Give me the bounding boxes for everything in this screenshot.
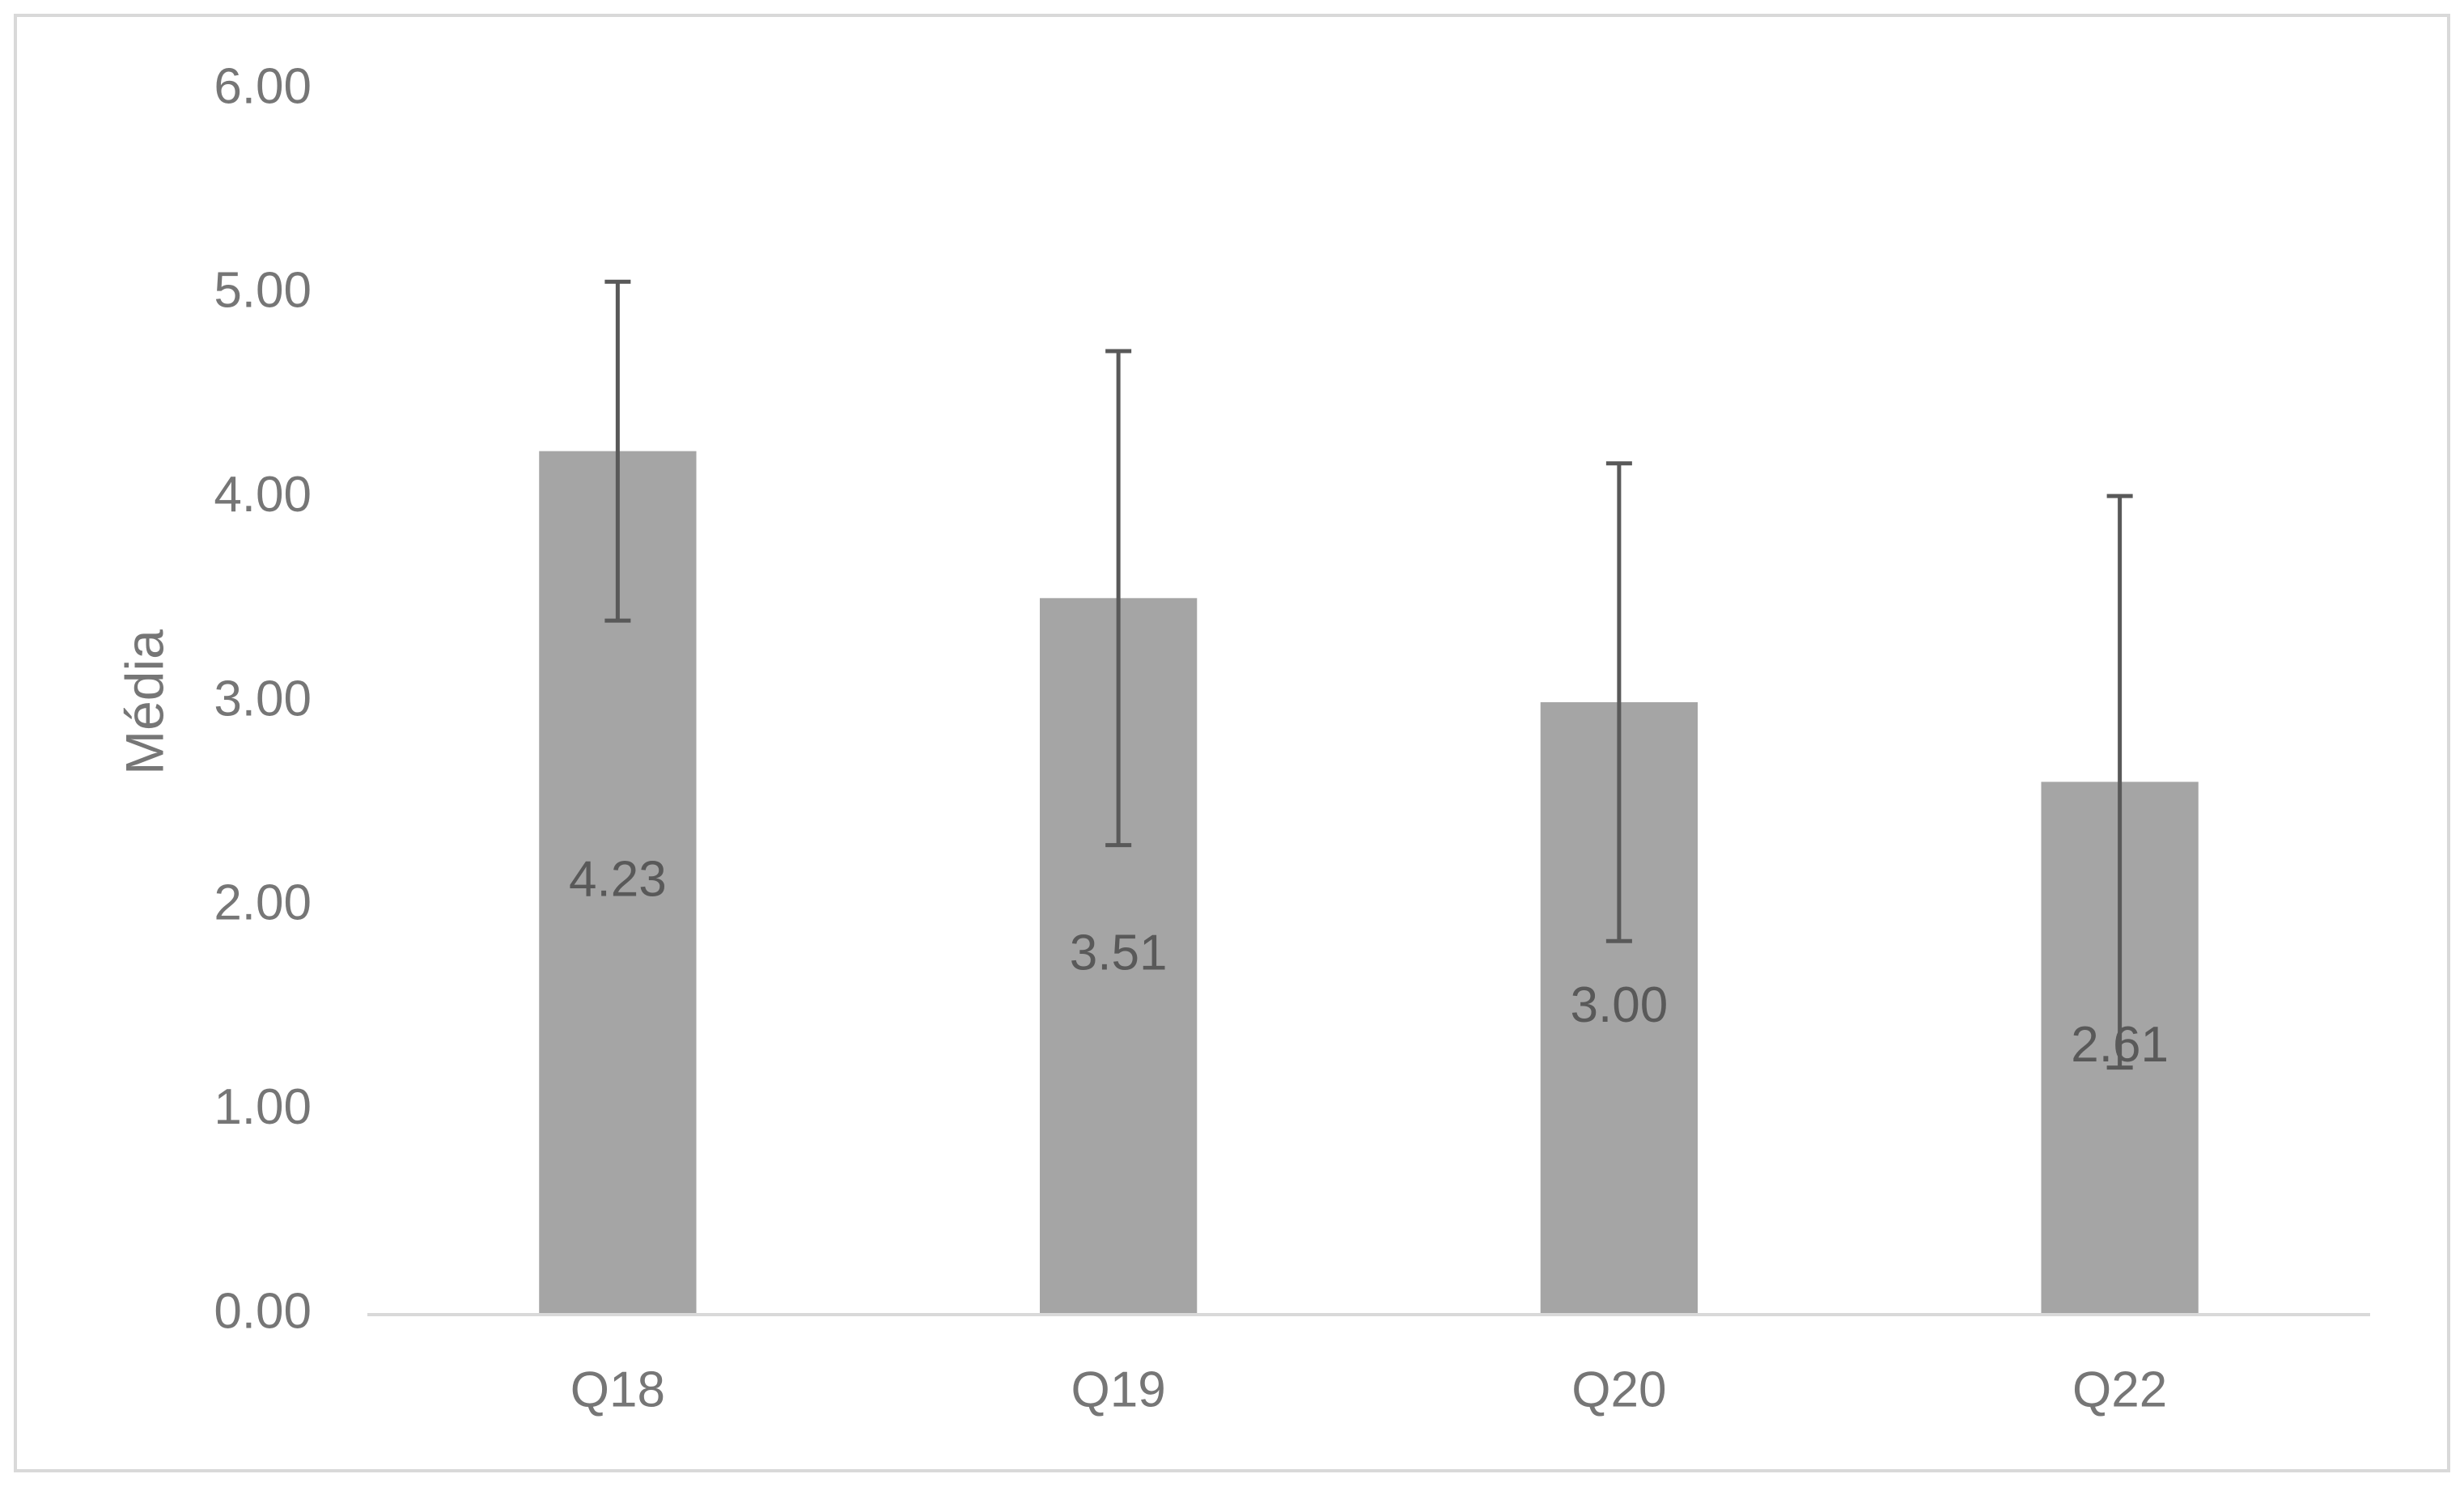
y-tick-label: 4.00 [214, 467, 312, 523]
x-tick-label: Q19 [1071, 1362, 1166, 1417]
y-tick-label: 3.00 [214, 671, 312, 726]
data-label: 2.61 [2071, 1017, 2169, 1073]
y-tick-label: 5.00 [214, 263, 312, 319]
x-tick-label: Q18 [570, 1362, 665, 1417]
x-tick-label: Q22 [2072, 1362, 2167, 1417]
data-label: 3.51 [1070, 926, 1168, 981]
y-tick-label: 6.00 [214, 58, 312, 114]
y-tick-label: 2.00 [214, 875, 312, 931]
data-label: 3.00 [1571, 977, 1669, 1033]
data-label: 4.23 [569, 852, 667, 908]
y-axis-label: Média [114, 629, 174, 775]
y-tick-label: 1.00 [214, 1079, 312, 1135]
x-tick-label: Q20 [1571, 1362, 1666, 1417]
y-tick-label: 0.00 [214, 1283, 312, 1339]
